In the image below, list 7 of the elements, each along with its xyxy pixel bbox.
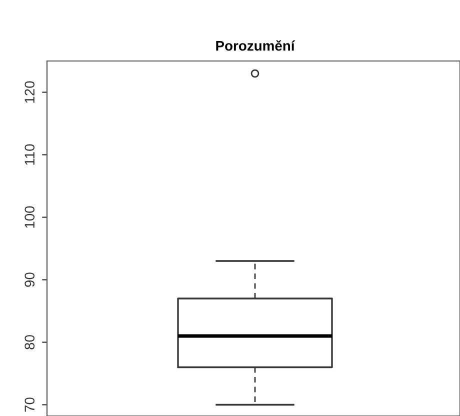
y-tick-label: 100 (24, 206, 35, 228)
y-tick-label: 120 (24, 81, 35, 103)
y-tick-label: 90 (24, 272, 35, 287)
y-tick-label: 110 (24, 144, 35, 165)
chart-title: Porozumění (216, 40, 296, 51)
y-tick-label: 70 (24, 398, 35, 412)
y-tick-label: 80 (24, 335, 35, 350)
